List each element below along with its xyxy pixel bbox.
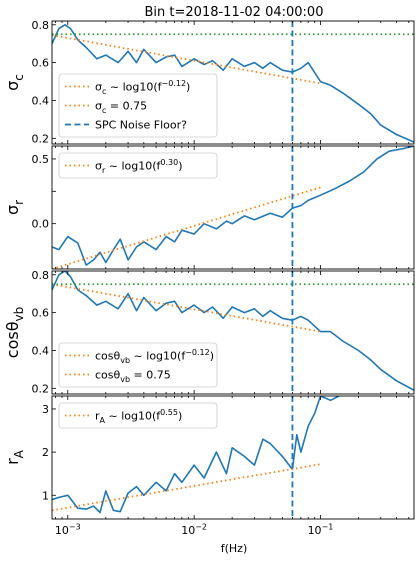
panel-1: 0.2 0.4 0.6 0.8 σc σc ~ log10(f−0.12) σc = 0.7… — [3, 19, 415, 145]
y-tick-label: 0.2 — [32, 132, 50, 145]
panel-data — [52, 146, 414, 269]
x-tick-label: 10−1 — [308, 523, 334, 537]
legend-label: cosθvb = 0.75 — [95, 369, 171, 384]
legend: σc ~ log10(f−0.12) σc = 0.75 SPC Noise Flo… — [58, 73, 218, 138]
x-tick-labels: 10−3 10−2 10−1 — [55, 523, 333, 537]
panel-data — [52, 21, 414, 144]
panel-2: 0.0 0.5 σr σr ~ log10(f0.30) — [3, 145, 415, 270]
y-tick-label: 0.6 — [32, 307, 50, 320]
x-tick-label: 10−3 — [55, 523, 81, 537]
legend-label: cosθvb ~ log10(f−0.12) — [95, 348, 214, 365]
legend-box — [58, 73, 218, 138]
signal-line — [52, 271, 414, 391]
signal-line — [52, 23, 414, 143]
legend-box — [58, 342, 218, 388]
x-tick-label: 10−2 — [181, 523, 207, 537]
legend: rA ~ log10(f0.55) — [58, 402, 218, 429]
legend-box — [58, 152, 218, 179]
y-axis-label: σr — [3, 200, 26, 215]
legend-label: rA ~ log10(f0.55) — [95, 408, 182, 425]
legend-label: σr ~ log10(f0.30) — [95, 158, 183, 175]
y-tick-label: 0.4 — [32, 344, 50, 357]
fit-line — [52, 283, 321, 333]
fit-line — [52, 34, 321, 85]
x-axis-label: f(Hz) — [221, 542, 248, 555]
y-tick-label: 0.8 — [32, 269, 50, 282]
chart-title: Bin t=2018-11-02 04:00:00 — [145, 5, 324, 20]
y-tick-label: 0.2 — [32, 382, 50, 395]
y-axis-label: σc — [3, 74, 26, 91]
y-tick-label: 1 — [42, 489, 49, 502]
legend-label: σc = 0.75 — [95, 100, 147, 115]
fit-line — [52, 463, 321, 512]
panel-data — [52, 396, 340, 519]
panel-3: 0.2 0.4 0.6 0.8 cosθvb cosθvb ~ log10(f−0.12)… — [3, 269, 415, 395]
panel-frame — [51, 145, 415, 270]
legend-label: σc ~ log10(f−0.12) — [95, 79, 190, 96]
panel-frame — [51, 395, 415, 520]
y-axis-label: rA — [3, 449, 26, 465]
panel-frame — [51, 20, 415, 145]
y-tick-label: 0.6 — [32, 57, 50, 70]
panel-data — [52, 271, 414, 394]
y-tick-label: 0.0 — [32, 218, 50, 231]
legend: σr ~ log10(f0.30) — [58, 152, 218, 179]
panel-4: 1 2 3 rA rA ~ log10(f0.55) — [3, 395, 415, 520]
y-tick-label: 0.5 — [32, 153, 50, 166]
y-axis-label: cosθvb — [3, 307, 26, 358]
fit-line — [52, 186, 321, 269]
legend-box — [58, 402, 218, 429]
y-tick-label: 0.8 — [32, 19, 50, 32]
y-tick-label: 3 — [42, 403, 49, 416]
legend-label: SPC Noise Floor? — [95, 119, 187, 132]
panel-frame — [51, 270, 415, 395]
y-tick-label: 0.4 — [32, 94, 50, 107]
legend: cosθvb ~ log10(f−0.12) cosθvb = 0.75 — [58, 342, 218, 388]
signal-line — [52, 396, 340, 514]
panels-group: 0.2 0.4 0.6 0.8 σc σc ~ log10(f−0.12) σc = 0.7… — [3, 19, 415, 537]
y-tick-label: 2 — [42, 446, 49, 459]
